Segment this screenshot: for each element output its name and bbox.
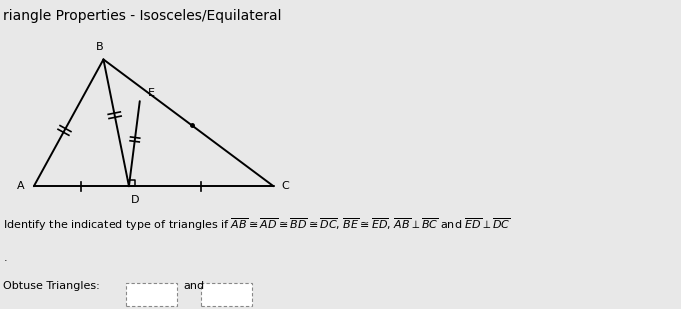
Text: D: D bbox=[131, 196, 139, 205]
FancyBboxPatch shape bbox=[126, 283, 177, 306]
Text: .: . bbox=[3, 253, 7, 263]
Text: and: and bbox=[184, 281, 205, 291]
FancyBboxPatch shape bbox=[201, 283, 252, 306]
Text: B: B bbox=[96, 42, 104, 52]
Text: A: A bbox=[17, 181, 25, 191]
Text: Identify the indicated type of triangles if $\overline{AB}\cong\overline{AD}\con: Identify the indicated type of triangles… bbox=[3, 216, 511, 233]
Text: C: C bbox=[281, 181, 289, 191]
Text: riangle Properties - Isosceles/Equilateral: riangle Properties - Isosceles/Equilater… bbox=[3, 9, 282, 23]
Text: Obtuse Triangles:: Obtuse Triangles: bbox=[3, 281, 100, 291]
Text: E: E bbox=[148, 88, 155, 98]
